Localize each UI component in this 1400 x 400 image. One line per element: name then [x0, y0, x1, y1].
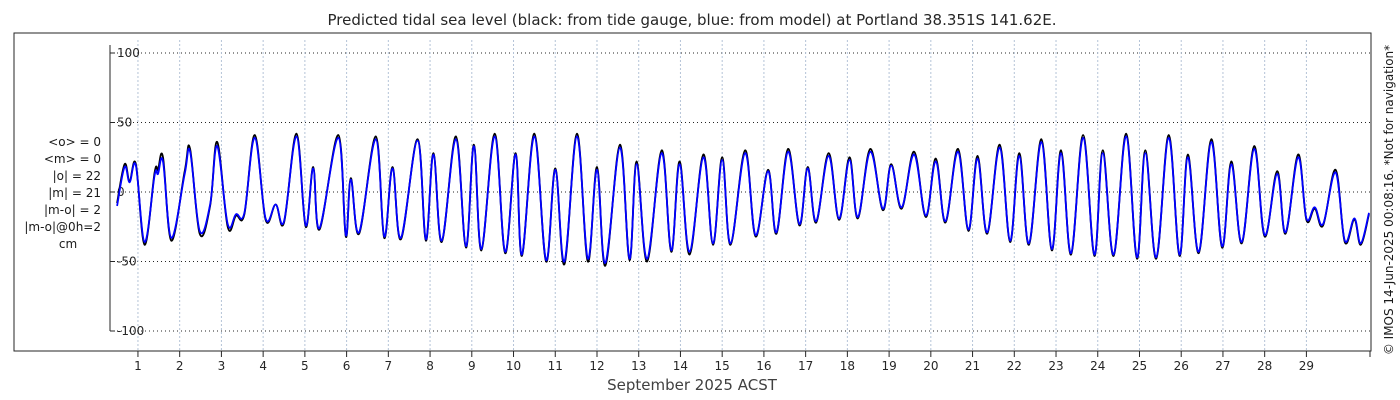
y-tick-label: 0: [117, 185, 125, 199]
x-tick-label: 8: [426, 359, 434, 373]
stat-line: <m> = 0: [44, 152, 101, 166]
grid: [113, 40, 1370, 351]
stat-line: |m-o| = 2: [44, 203, 101, 217]
x-tick-label: 20: [923, 359, 938, 373]
statistics-panel: <o> = 0 <m> = 0 |o| = 22 |m| = 21 |m-o| = 2 |…: [24, 135, 101, 251]
x-tick-label: 9: [468, 359, 476, 373]
series-lines: [116, 132, 1370, 267]
stat-line: |m-o|@0h=2: [24, 220, 101, 234]
x-tick-label: 18: [840, 359, 855, 373]
stat-line: <o> = 0: [48, 135, 101, 149]
y-tick-label: -50: [117, 255, 137, 269]
x-tick-label: 29: [1299, 359, 1314, 373]
x-tick-label: 23: [1048, 359, 1063, 373]
x-tick-label: 3: [218, 359, 226, 373]
x-axis-label: September 2025 ACST: [607, 376, 778, 394]
x-tick-label: 4: [259, 359, 267, 373]
x-tick-label: 1: [134, 359, 142, 373]
x-tick-label: 26: [1174, 359, 1189, 373]
x-tick-label: 22: [1007, 359, 1022, 373]
x-tick-label: 28: [1257, 359, 1272, 373]
x-tick-label: 21: [965, 359, 980, 373]
series-line-model: [116, 135, 1370, 264]
stat-line: |m| = 21: [48, 186, 101, 200]
x-tick-label: 7: [385, 359, 393, 373]
copyright-note: © IMOS 14-Jun-2025 00:08:16. *Not for na…: [1382, 45, 1396, 355]
x-tick-label: 13: [631, 359, 646, 373]
x-axis-ticks: 1 2 3 4 5 6 7 8 9 10 11 12 13 14 15 16 17 18 19 20 21 22 23 24 2…: [134, 351, 1371, 373]
x-tick-label: 11: [548, 359, 563, 373]
stat-line: cm: [59, 237, 77, 251]
x-tick-label: 19: [881, 359, 896, 373]
stat-line: |o| = 22: [53, 169, 101, 183]
x-tick-label: 16: [756, 359, 771, 373]
chart-title: Predicted tidal sea level (black: from t…: [327, 11, 1056, 29]
x-tick-label: 10: [506, 359, 521, 373]
y-tick-label: -100: [117, 324, 144, 338]
plot-frame: [13, 32, 1372, 352]
y-tick-label: 100: [117, 46, 140, 60]
y-axis-ticks: -100 -50 0 50 100: [110, 46, 144, 338]
x-tick-label: 24: [1090, 359, 1105, 373]
x-tick-label: 17: [798, 359, 813, 373]
x-tick-label: 6: [343, 359, 351, 373]
x-tick-label: 25: [1132, 359, 1147, 373]
x-tick-label: 14: [673, 359, 688, 373]
x-tick-label: 12: [589, 359, 604, 373]
x-tick-label: 2: [176, 359, 184, 373]
x-tick-label: 27: [1215, 359, 1230, 373]
x-tick-label: 5: [301, 359, 309, 373]
x-tick-label: 15: [715, 359, 730, 373]
y-tick-label: 50: [117, 116, 132, 130]
